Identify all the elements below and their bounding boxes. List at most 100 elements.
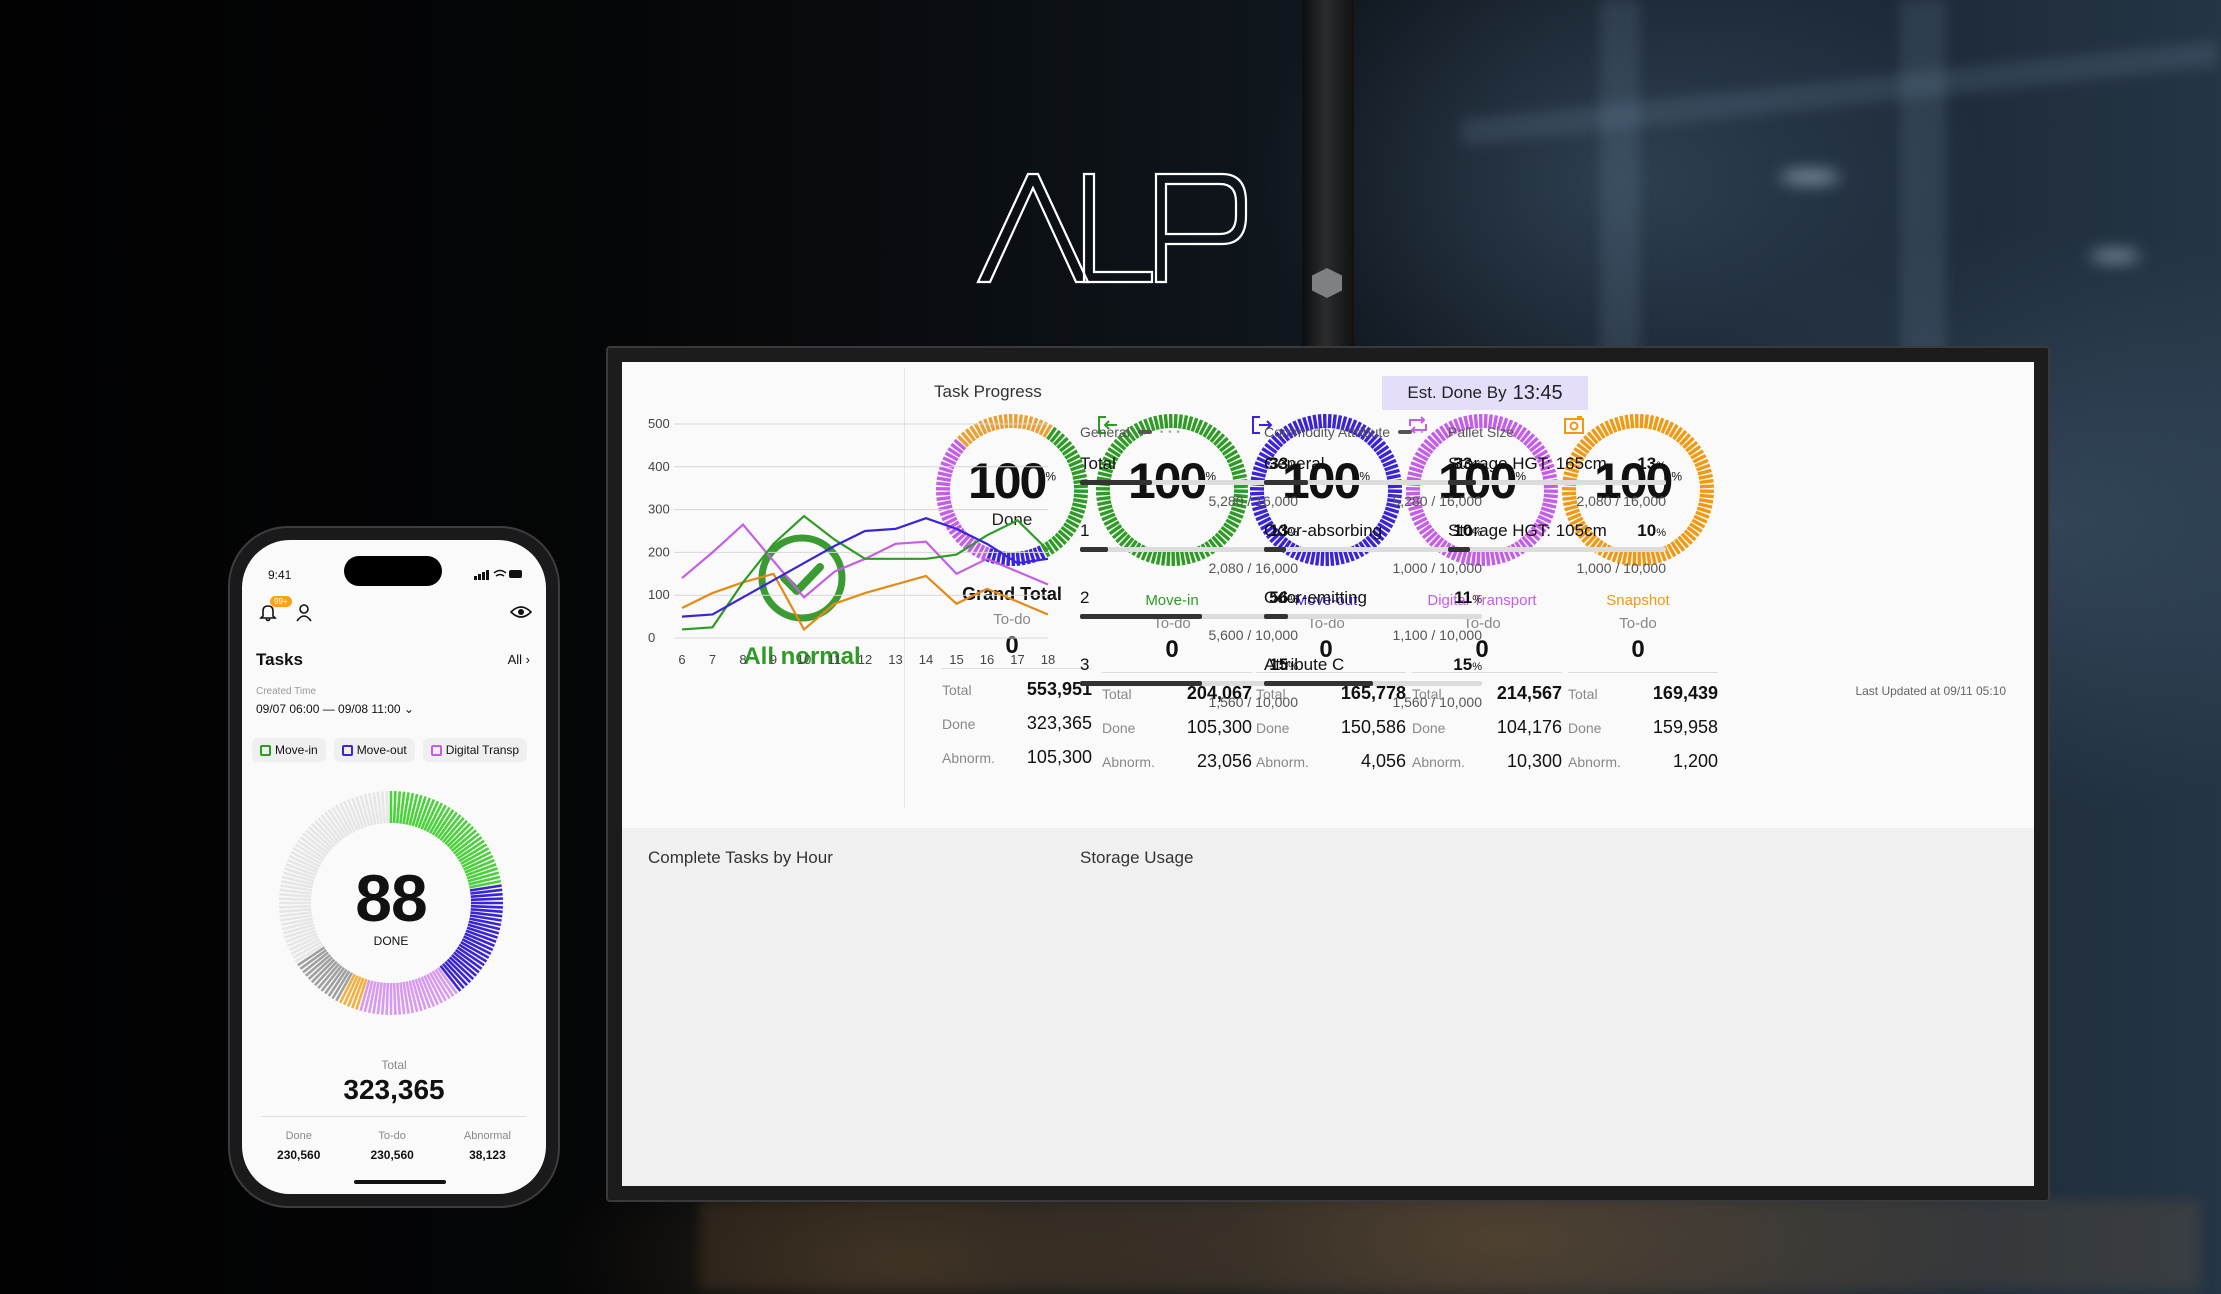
- ring-segment: [1408, 466, 1424, 474]
- stat-abnormal: Abnorm. 10,300: [1412, 751, 1562, 771]
- donut-segment: [320, 814, 343, 841]
- storage-group-head: Commodity Attribute •: [1264, 424, 1425, 440]
- ring-segment: [1250, 476, 1266, 482]
- usage-bar-fill: [1264, 547, 1286, 552]
- ring-segment: [1542, 498, 1558, 504]
- ring-segment: [1543, 493, 1558, 499]
- ring-segment: [1224, 449, 1239, 460]
- donut-segment: [284, 867, 316, 880]
- donut-segment: [299, 836, 328, 858]
- floor-pallets: [700, 1200, 2200, 1290]
- ring-segment: [1374, 525, 1388, 538]
- donut-segment: [420, 799, 436, 830]
- ring-segment: [1211, 535, 1224, 549]
- ring-segment: [1177, 414, 1183, 429]
- ring-segment: [1069, 510, 1084, 519]
- ring-segment: [1256, 456, 1271, 466]
- y-tick-label: 500: [648, 416, 670, 431]
- donut-segment: [441, 816, 465, 844]
- ring-segment: [1105, 520, 1120, 531]
- ring-segment: [1173, 414, 1178, 429]
- donut-segment: [279, 892, 312, 899]
- donut-segment: [304, 953, 332, 977]
- ring-segment: [1468, 414, 1474, 430]
- hourly-line-chart: 0 100 200 300 400 500 6 7 8 9 10 11 12 13 14 15 16 17 18: [648, 416, 1055, 667]
- x-tick-label: 11: [828, 652, 842, 667]
- donut-segment: [439, 814, 462, 841]
- donut-segment: [279, 897, 312, 902]
- total-label: Total: [381, 1058, 407, 1072]
- ring-segment: [1073, 484, 1088, 489]
- donut-segment: [392, 982, 397, 1015]
- donut-segment: [331, 806, 351, 836]
- ring-segment: [1026, 416, 1034, 431]
- ring-segment: [1307, 415, 1314, 430]
- ring-segment: [1044, 541, 1055, 555]
- ring-segment: [1287, 422, 1298, 437]
- ring-segment: [1059, 440, 1073, 453]
- date-range-selector[interactable]: 09/07 06:00 — 09/08 11:00 ⌄: [256, 702, 414, 716]
- donut-segment: [453, 951, 480, 974]
- filter-chips: Move-in Move-out Digital Transp: [252, 738, 528, 762]
- transport-icon: [1409, 416, 1427, 434]
- ring-segment: [1111, 527, 1125, 540]
- ring-segment: [1410, 461, 1425, 470]
- usage-bar-fill: [1264, 681, 1373, 686]
- chevron-right-icon: ›: [525, 652, 530, 667]
- ring-segment: [936, 495, 951, 501]
- donut-segment: [324, 811, 346, 840]
- filter-chip[interactable]: Move-in: [252, 738, 326, 762]
- donut-segment: [280, 879, 313, 889]
- ring-segment: [936, 481, 951, 487]
- chevron-down-icon: ⌄: [403, 702, 414, 716]
- ring-segment: [1530, 525, 1544, 538]
- ring-segment: [1609, 418, 1618, 433]
- ring-segment: [1496, 416, 1504, 431]
- donut-segment: [280, 884, 313, 892]
- ring-segment: [1385, 468, 1400, 476]
- ring-segment: [1258, 451, 1273, 462]
- ring-segment: [1412, 456, 1427, 466]
- ring-segment: [1581, 531, 1594, 544]
- donut-segment: [310, 958, 336, 984]
- ring-segment: [1691, 518, 1706, 529]
- ring-segment: [1251, 471, 1266, 478]
- ring-segment: [1672, 426, 1683, 441]
- storage-item-capacity: 1,560 / 10,000: [1392, 694, 1482, 710]
- filter-chip[interactable]: Digital Transp: [422, 738, 528, 762]
- ring-segment: [1673, 538, 1686, 552]
- donut-segment: [335, 804, 354, 834]
- filter-chip[interactable]: Move-out: [333, 738, 415, 762]
- user-icon[interactable]: [294, 602, 314, 622]
- ring-segment: [1368, 532, 1381, 545]
- ring-segment: [1382, 458, 1397, 468]
- all-link[interactable]: All ›: [508, 652, 530, 667]
- donut-segment: [297, 946, 326, 967]
- ring-segment: [1148, 416, 1156, 432]
- donut-segment: [464, 858, 495, 874]
- donut-segment: [294, 943, 324, 963]
- ring-segment: [1272, 534, 1285, 547]
- ring-segment: [1061, 445, 1076, 456]
- eye-icon[interactable]: [510, 604, 532, 620]
- camera-icon: [1564, 416, 1584, 434]
- column-name: Move-in: [1145, 592, 1199, 609]
- ring-segment: [1104, 451, 1119, 462]
- filter-icon: [341, 744, 353, 756]
- ring-segment: [1056, 436, 1069, 449]
- storage-item-percent: 33%: [1269, 454, 1298, 473]
- ring-segment: [973, 422, 984, 437]
- bell-icon[interactable]: [258, 602, 278, 622]
- ring-segment: [1262, 524, 1277, 535]
- ring-segment: [1387, 493, 1402, 499]
- donut-segment: [314, 819, 338, 846]
- storage-item-percent: 15%: [1269, 655, 1298, 674]
- ring-segment: [937, 500, 952, 507]
- donut-segment: [310, 822, 336, 848]
- ring-segment: [1099, 508, 1114, 517]
- donut-segment: [317, 962, 341, 990]
- donut-segment: [426, 973, 444, 1004]
- ring-segment: [1096, 491, 1111, 496]
- ring-segment: [1269, 531, 1282, 544]
- ring-segment: [1579, 438, 1593, 451]
